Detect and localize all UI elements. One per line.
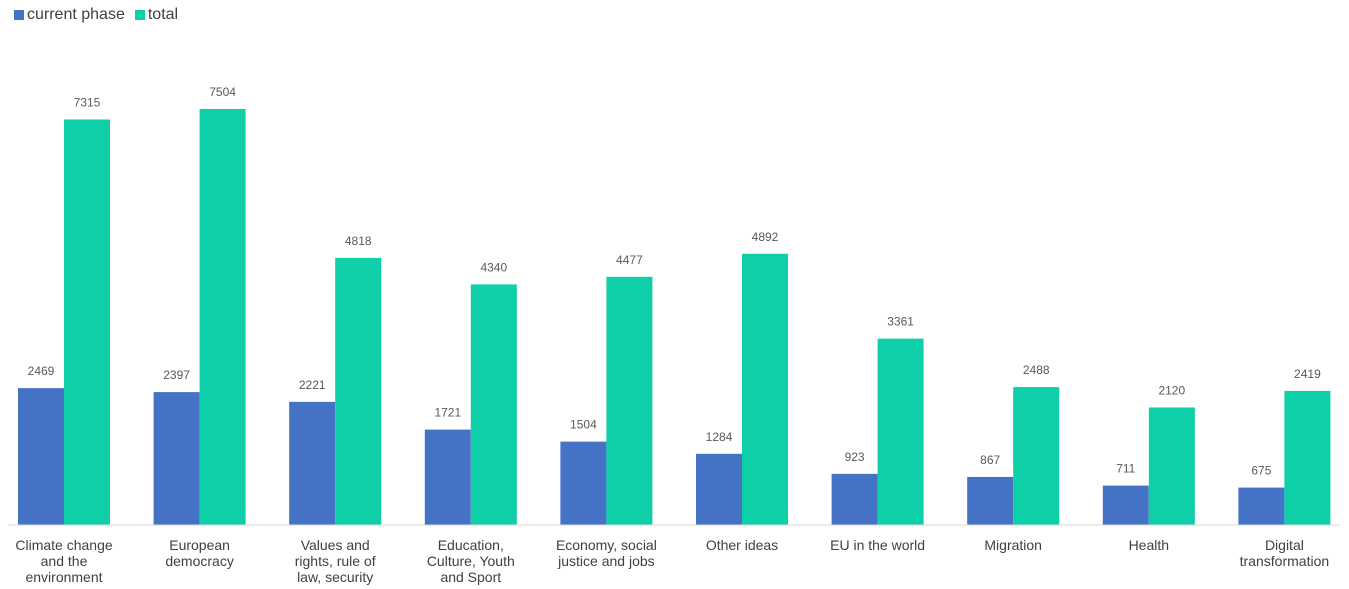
bar-total-6 <box>877 338 924 525</box>
data-label-total-9: 2419 <box>1294 367 1321 381</box>
data-label-total-8: 2120 <box>1158 383 1185 397</box>
category-label-6: EU in the world <box>830 537 925 553</box>
category-label-0: Climate change and the environment <box>15 537 112 585</box>
bar-current-phase-8 <box>1102 485 1149 525</box>
category-label-8: Health <box>1129 537 1169 553</box>
category-label-4: Economy, social justice and jobs <box>556 537 657 569</box>
data-label-current-phase-9: 675 <box>1251 464 1271 478</box>
bar-current-phase-4 <box>560 441 607 525</box>
data-label-current-phase-5: 1284 <box>706 430 733 444</box>
bar-total-8 <box>1148 407 1195 525</box>
data-label-current-phase-1: 2397 <box>163 368 190 382</box>
legend-item-total: total <box>134 6 179 24</box>
bar-total-4 <box>606 276 653 525</box>
bar-current-phase-9 <box>1238 487 1285 525</box>
legend-label-total: total <box>147 6 179 23</box>
bar-current-phase-2 <box>289 401 336 525</box>
data-label-total-2: 4818 <box>345 234 372 248</box>
data-label-current-phase-3: 1721 <box>434 406 461 420</box>
bar-total-7 <box>1013 387 1060 525</box>
category-label-3: Education, Culture, Youth and Sport <box>427 537 515 585</box>
data-label-total-1: 7504 <box>209 85 236 99</box>
bar-total-1 <box>199 109 246 525</box>
bar-total-5 <box>742 253 788 526</box>
legend-swatch-current-phase <box>14 10 24 20</box>
data-label-current-phase-8: 711 <box>1116 462 1135 476</box>
bar-current-phase-1 <box>153 392 200 525</box>
bar-current-phase-6 <box>831 473 878 525</box>
category-label-7: Migration <box>984 537 1042 553</box>
data-label-total-4: 4477 <box>616 253 643 267</box>
category-label-1: European democracy <box>165 537 233 569</box>
legend-item-current-phase: current phase <box>14 6 125 24</box>
data-label-current-phase-6: 923 <box>845 450 865 464</box>
category-label-2: Values and rights, rule of law, security <box>295 537 376 585</box>
data-label-current-phase-0: 2469 <box>28 364 55 378</box>
data-label-total-5: 4892 <box>752 230 779 244</box>
bar-total-2 <box>335 257 382 525</box>
bar-current-phase-7 <box>967 476 1014 525</box>
data-label-current-phase-7: 867 <box>980 453 1000 467</box>
data-label-total-0: 7315 <box>74 95 101 109</box>
bar-current-phase-5 <box>696 453 742 525</box>
bar-total-0 <box>64 119 110 526</box>
data-label-current-phase-4: 1504 <box>570 418 597 432</box>
data-label-total-7: 2488 <box>1023 363 1050 377</box>
chart-legend: current phase total <box>14 6 178 24</box>
bar-total-9 <box>1284 390 1331 525</box>
data-label-total-6: 3361 <box>887 315 914 329</box>
category-label-5: Other ideas <box>706 537 778 553</box>
legend-label-current-phase: current phase <box>27 6 125 23</box>
data-label-total-3: 4340 <box>480 260 507 274</box>
bar-total-3 <box>470 284 517 525</box>
legend-swatch-total <box>134 10 145 20</box>
data-label-current-phase-2: 2221 <box>299 378 326 392</box>
bar-current-phase-0 <box>18 388 64 525</box>
category-label-9: Digital transformation <box>1240 537 1329 569</box>
bar-current-phase-3 <box>424 429 471 525</box>
